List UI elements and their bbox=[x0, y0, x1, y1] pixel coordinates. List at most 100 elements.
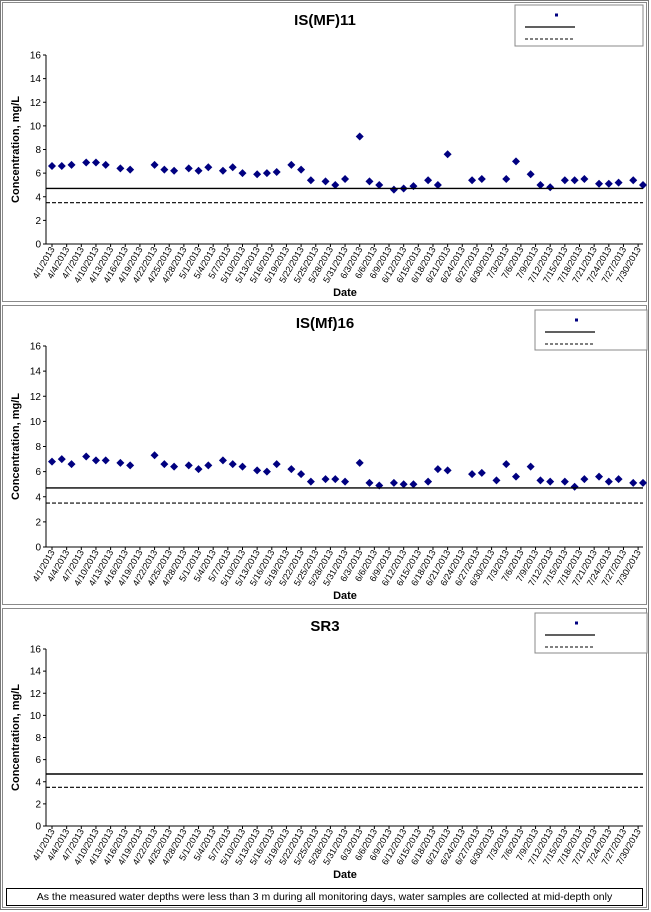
data-point bbox=[272, 460, 281, 469]
y-axis-label: Concentration, mg/L bbox=[10, 393, 22, 500]
data-point bbox=[184, 164, 193, 173]
data-point bbox=[184, 461, 193, 470]
data-point bbox=[238, 169, 247, 178]
y-tick-label: 6 bbox=[35, 169, 41, 180]
data-point bbox=[512, 157, 521, 166]
data-point bbox=[228, 163, 237, 172]
y-tick-label: 2 bbox=[35, 216, 41, 227]
y-tick-label: 16 bbox=[30, 51, 42, 62]
y-tick-label: 8 bbox=[35, 442, 41, 453]
data-point bbox=[331, 180, 340, 189]
data-point bbox=[101, 160, 110, 169]
data-point bbox=[477, 175, 486, 184]
chart-svg-1: IS(MF)11 0 2 4 6 8 10 12 14 16 Concentration, mg/L… bbox=[10, 4, 647, 299]
data-point bbox=[262, 467, 271, 476]
data-point bbox=[204, 461, 213, 470]
y-tick-label: 4 bbox=[35, 192, 41, 203]
y-tick-label: 16 bbox=[30, 342, 42, 353]
y-tick-label: 14 bbox=[30, 667, 42, 678]
data-point bbox=[526, 462, 535, 471]
y-tick-label: 6 bbox=[35, 467, 41, 478]
data-point bbox=[536, 476, 545, 485]
data-point bbox=[502, 175, 511, 184]
data-point bbox=[468, 470, 477, 479]
data-point bbox=[595, 179, 604, 188]
data-point bbox=[341, 175, 350, 184]
y-tick-label: 4 bbox=[35, 777, 41, 788]
data-point bbox=[365, 478, 374, 487]
data-point bbox=[424, 176, 433, 185]
data-point bbox=[399, 480, 408, 489]
data-point bbox=[48, 457, 56, 466]
data-point bbox=[570, 482, 579, 491]
data-point bbox=[595, 472, 604, 481]
y-tick-label: 2 bbox=[35, 799, 41, 810]
y-tick-label: 16 bbox=[30, 645, 42, 656]
x-axis-label: Date bbox=[333, 869, 357, 881]
x-axis-label: Date bbox=[333, 287, 357, 299]
data-point bbox=[443, 466, 452, 475]
legend-marker-points bbox=[575, 621, 578, 625]
data-point bbox=[297, 165, 306, 174]
data-point bbox=[67, 160, 76, 169]
y-tick-label: 4 bbox=[35, 492, 41, 503]
data-point bbox=[116, 458, 125, 467]
y-tick-label: 6 bbox=[35, 755, 41, 766]
x-axis-label: Date bbox=[333, 590, 357, 602]
data-point bbox=[238, 462, 247, 471]
y-tick-label: 10 bbox=[30, 711, 42, 722]
data-point bbox=[194, 166, 203, 175]
legend-marker-points bbox=[555, 13, 558, 17]
legend-box bbox=[514, 4, 644, 47]
y-tick-label: 2 bbox=[35, 517, 41, 528]
data-point bbox=[82, 452, 91, 461]
y-tick-label: 10 bbox=[30, 121, 42, 132]
data-point bbox=[150, 451, 159, 460]
data-point bbox=[306, 477, 315, 486]
data-point bbox=[228, 460, 237, 469]
data-point bbox=[170, 166, 179, 175]
data-point bbox=[433, 180, 442, 189]
y-axis-label: Concentration, mg/L bbox=[10, 96, 22, 203]
data-point bbox=[48, 162, 56, 171]
data-point bbox=[614, 178, 623, 187]
data-point bbox=[560, 176, 569, 185]
data-point bbox=[67, 460, 76, 469]
data-point bbox=[331, 475, 340, 484]
data-point bbox=[91, 158, 100, 167]
data-point bbox=[262, 169, 271, 178]
data-point bbox=[629, 176, 638, 185]
data-point bbox=[604, 179, 613, 188]
data-point bbox=[272, 167, 281, 176]
chart-title: SR3 bbox=[310, 618, 339, 635]
data-point bbox=[512, 472, 521, 481]
data-point bbox=[639, 478, 647, 487]
data-point bbox=[287, 465, 296, 474]
y-tick-label: 0 bbox=[35, 543, 41, 554]
y-axis-label: Concentration, mg/L bbox=[10, 684, 22, 791]
data-point bbox=[321, 177, 330, 186]
y-tick-label: 14 bbox=[30, 74, 42, 85]
chart-panel-3: SR3 0 2 4 6 8 10 12 14 16 Concentration, mg/L 4/1/2… bbox=[2, 608, 648, 908]
data-point bbox=[546, 477, 555, 486]
data-point bbox=[477, 468, 486, 477]
data-point bbox=[341, 477, 350, 486]
data-point bbox=[409, 480, 418, 489]
data-point bbox=[321, 475, 330, 484]
data-point bbox=[297, 470, 306, 479]
data-point bbox=[492, 476, 501, 485]
legend-marker-points bbox=[575, 318, 578, 322]
data-point bbox=[204, 163, 213, 172]
data-point bbox=[57, 455, 66, 464]
data-point bbox=[443, 150, 452, 159]
y-tick-label: 12 bbox=[30, 392, 42, 403]
legend-box bbox=[534, 612, 648, 654]
data-point bbox=[580, 175, 589, 184]
data-point bbox=[546, 183, 555, 192]
data-point bbox=[126, 461, 135, 470]
y-tick-label: 0 bbox=[35, 822, 41, 833]
legend-box bbox=[534, 309, 648, 351]
data-point bbox=[502, 460, 511, 469]
data-point bbox=[536, 180, 545, 189]
data-point bbox=[355, 132, 364, 141]
